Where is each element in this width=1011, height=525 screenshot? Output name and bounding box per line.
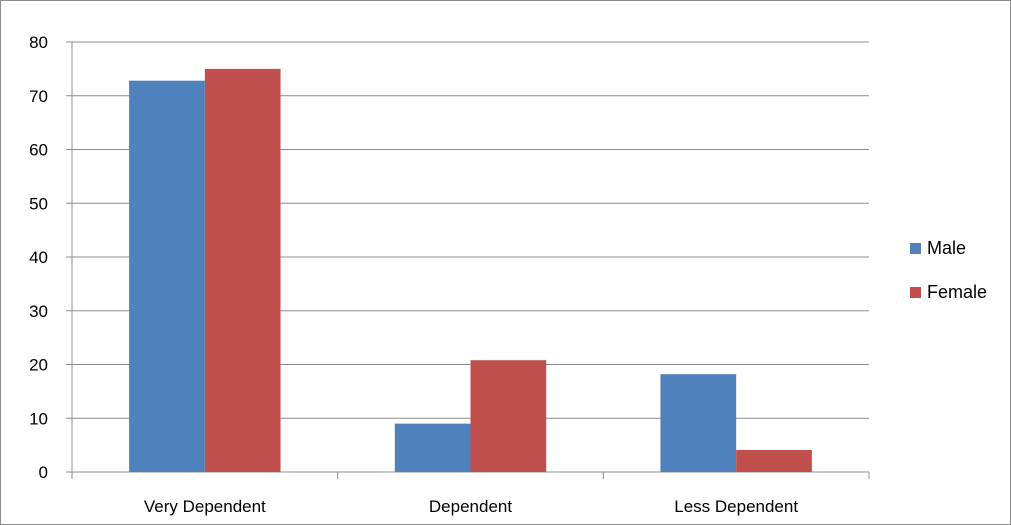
x-tick-label: Dependent [429,497,512,516]
y-tick-labels: 0 10 20 30 40 50 60 70 80 [29,33,48,482]
legend: Male Female [910,238,987,302]
bars [129,68,812,472]
bar-male-dependent [394,423,471,472]
x-tick-labels: Very Dependent Dependent Less Dependent [144,497,798,516]
y-tick-label: 50 [29,194,48,213]
y-tick-label: 10 [29,409,48,428]
y-tick-label: 30 [29,302,48,321]
legend-label-female: Female [927,282,987,302]
legend-swatch-male [910,243,921,254]
bar-male-very-dependent [129,80,205,472]
y-tick-label: 20 [29,356,48,375]
legend-label-male: Male [927,238,966,258]
x-tick-label: Very Dependent [144,497,266,516]
bar-female-very-dependent [204,68,281,472]
y-tick-label: 60 [29,141,48,160]
y-tick-label: 0 [39,463,48,482]
bar-male-less-dependent [660,374,737,472]
legend-swatch-female [910,287,921,298]
x-tick-label: Less Dependent [674,497,798,516]
y-tick-label: 70 [29,87,48,106]
bar-female-dependent [470,360,547,472]
bar-female-less-dependent [736,449,812,472]
y-tick-label: 40 [29,248,48,267]
y-tick-label: 80 [29,33,48,52]
